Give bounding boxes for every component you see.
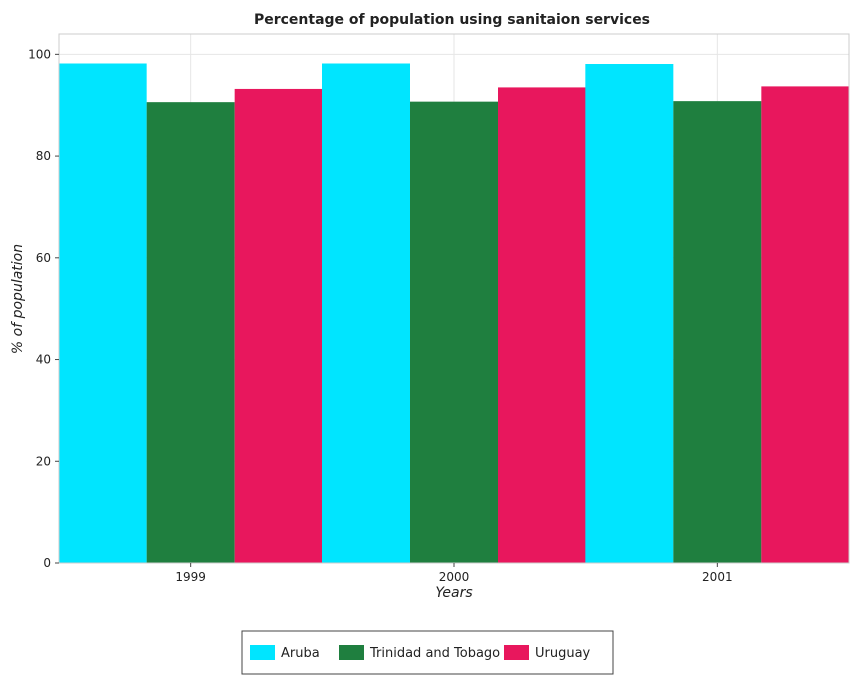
x-tick-label: 1999 [175,570,206,584]
x-axis: 1999 2000 2001 [175,563,733,584]
bar-aruba-1999 [58,63,147,563]
chart-title: Percentage of population using sanitaion… [254,12,650,28]
bar-uruguay-1999 [234,88,323,563]
bar-aruba-2000 [322,63,410,563]
legend-label: Uruguay [535,646,591,661]
bars [58,63,850,564]
bar-uruguay-2000 [498,87,586,563]
y-tick-label: 0 [43,556,51,570]
y-tick-label: 100 [28,47,51,61]
bar-trinidad-and-tobago-2001 [673,101,762,564]
legend-swatch-uruguay [504,645,529,660]
x-axis-label: Years [435,585,472,601]
legend-swatch-trinidad-and-tobago [339,645,364,660]
bar-uruguay-2001 [761,86,850,563]
y-tick-label: 20 [36,454,51,468]
legend-label: Aruba [281,646,320,661]
bar-aruba-2001 [585,64,674,564]
legend: Aruba Trinidad and Tobago Uruguay [241,630,614,675]
bar-trinidad-and-tobago-2000 [410,101,498,563]
y-tick-label: 60 [36,251,51,265]
legend-label: Trinidad and Tobago [369,646,500,661]
y-axis-label: % of population [10,244,26,354]
x-tick-label: 2001 [702,570,733,584]
y-tick-label: 40 [36,353,51,367]
legend-box [241,630,614,675]
bar-trinidad-and-tobago-1999 [146,102,235,564]
x-tick-label: 2000 [439,570,470,584]
legend-swatch-aruba [250,645,275,660]
y-tick-label: 80 [36,149,51,163]
y-axis: 0 20 40 60 80 100 [28,47,59,570]
